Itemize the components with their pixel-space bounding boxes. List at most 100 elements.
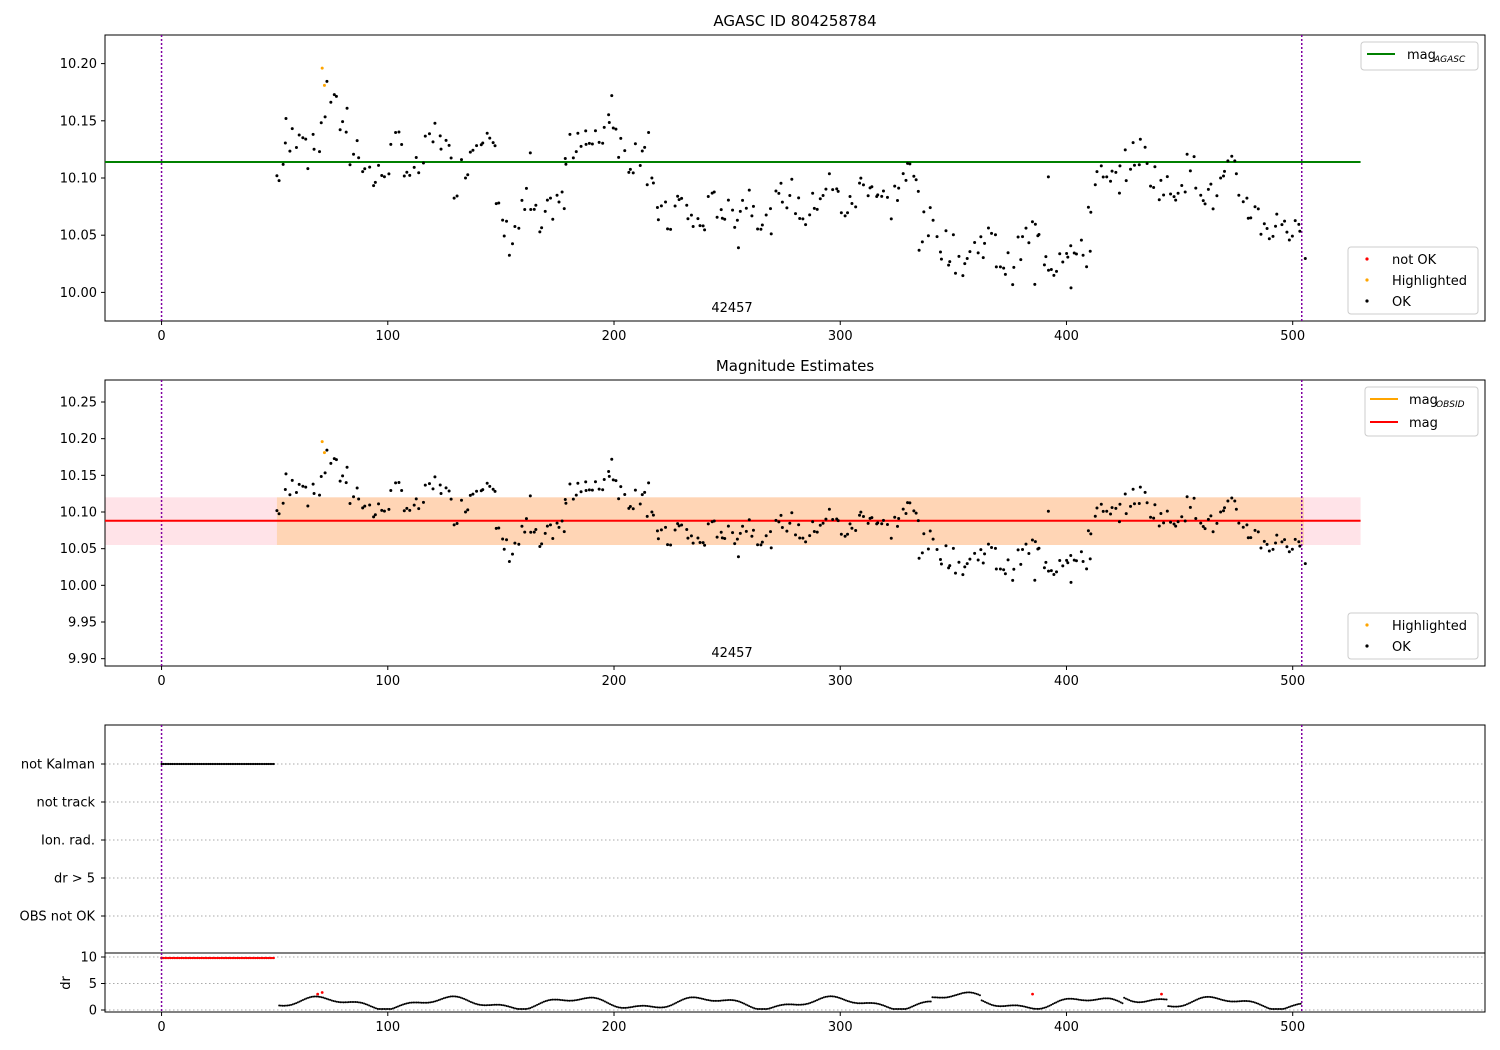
ok-point — [1165, 509, 1169, 513]
dr-point — [865, 1002, 868, 1005]
dr-point — [1233, 1000, 1236, 1003]
ok-point — [935, 548, 939, 552]
ok-point — [965, 256, 969, 260]
dr-point — [851, 1001, 854, 1004]
legend-label: Highlighted — [1392, 274, 1467, 289]
ok-point — [1027, 552, 1031, 556]
dr-point — [994, 1004, 997, 1007]
ok-point — [455, 522, 459, 526]
dr-point — [424, 1001, 427, 1004]
dr-point — [905, 1007, 908, 1010]
dr-point — [281, 1004, 284, 1007]
ok-point — [912, 174, 916, 178]
dr-point — [688, 996, 691, 999]
ok-point — [631, 171, 635, 175]
dr-point — [327, 998, 330, 1001]
dr-point — [626, 1006, 629, 1009]
dr-point — [744, 1003, 747, 1006]
ok-point — [517, 226, 521, 230]
ok-point — [1052, 273, 1056, 277]
x-tick-label: 300 — [828, 329, 853, 344]
dr-point — [396, 1005, 399, 1008]
ok-point — [780, 525, 784, 529]
not-kalman-point — [238, 762, 241, 766]
ok-point — [481, 141, 485, 145]
ok-point — [602, 478, 606, 482]
dr-point — [441, 997, 444, 1000]
dr-flag-point — [176, 956, 180, 960]
dr-point — [1258, 1003, 1261, 1006]
dr-point — [997, 1005, 1000, 1008]
ok-point — [306, 504, 310, 508]
ok-point — [1201, 199, 1205, 203]
dr-point — [1202, 996, 1205, 999]
ok-point — [701, 224, 705, 228]
dr-point — [434, 1000, 437, 1003]
ok-point — [979, 548, 983, 552]
dr-flag-point — [243, 956, 247, 960]
dr-point — [858, 1002, 861, 1005]
ok-point — [821, 193, 825, 197]
ok-point — [895, 524, 899, 528]
dr-point — [656, 1006, 659, 1009]
ok-point — [1055, 570, 1059, 574]
ok-point — [881, 189, 885, 193]
dr-point — [407, 1002, 410, 1005]
ok-point — [1241, 525, 1245, 529]
dr-point — [722, 999, 725, 1002]
dr-point — [654, 1006, 657, 1009]
ok-point — [673, 204, 677, 208]
dr-point — [702, 998, 705, 1001]
dr-point — [290, 1003, 293, 1006]
ok-point — [1079, 550, 1083, 554]
ok-point — [723, 536, 727, 540]
dr-point — [817, 998, 820, 1001]
ok-point — [794, 533, 798, 537]
y-tick-label: 10.20 — [60, 432, 97, 447]
dr-point — [1023, 1005, 1026, 1008]
ok-point — [318, 493, 322, 497]
ok-point — [848, 194, 852, 198]
ok-point — [944, 544, 948, 548]
ok-point — [281, 501, 285, 505]
ok-point — [447, 489, 451, 493]
dr-flag-point — [167, 956, 170, 960]
dr-point — [1196, 998, 1199, 1001]
ok-point — [560, 190, 564, 194]
dr-point — [1004, 1004, 1007, 1007]
dr-point — [1065, 997, 1068, 1000]
not-kalman-point — [187, 762, 190, 766]
dr-flag-point — [234, 956, 237, 960]
dr-point — [816, 999, 819, 1002]
dr-point — [1243, 999, 1246, 1002]
ok-point — [666, 227, 670, 231]
dr-point — [361, 1002, 364, 1005]
dr-point — [731, 999, 734, 1002]
ok-point — [1123, 148, 1127, 152]
ok-point — [1055, 269, 1059, 273]
dr-flag-point — [203, 956, 207, 960]
ok-point — [676, 522, 680, 526]
ok-point — [647, 131, 651, 135]
ok-point — [1233, 159, 1237, 163]
ok-point — [1298, 544, 1302, 548]
dr-point — [838, 996, 841, 999]
ok-point — [1223, 169, 1227, 173]
not-kalman-point — [245, 762, 248, 766]
dr-point — [999, 1005, 1002, 1008]
dr-point — [1077, 998, 1080, 1001]
ok-point — [357, 497, 361, 501]
dr-point — [967, 991, 970, 994]
ok-point — [948, 564, 952, 568]
dr-point — [1073, 998, 1076, 1001]
dr-point — [1128, 999, 1131, 1002]
dr-point — [880, 1003, 883, 1006]
ok-point — [348, 502, 352, 506]
ok-point — [1061, 260, 1065, 264]
ok-point — [861, 183, 865, 187]
highlighted-point — [320, 66, 324, 70]
dr-point — [554, 998, 557, 1001]
dr-point — [760, 1007, 763, 1010]
legend-label: Highlighted — [1392, 619, 1467, 634]
dr-point — [383, 1007, 386, 1010]
